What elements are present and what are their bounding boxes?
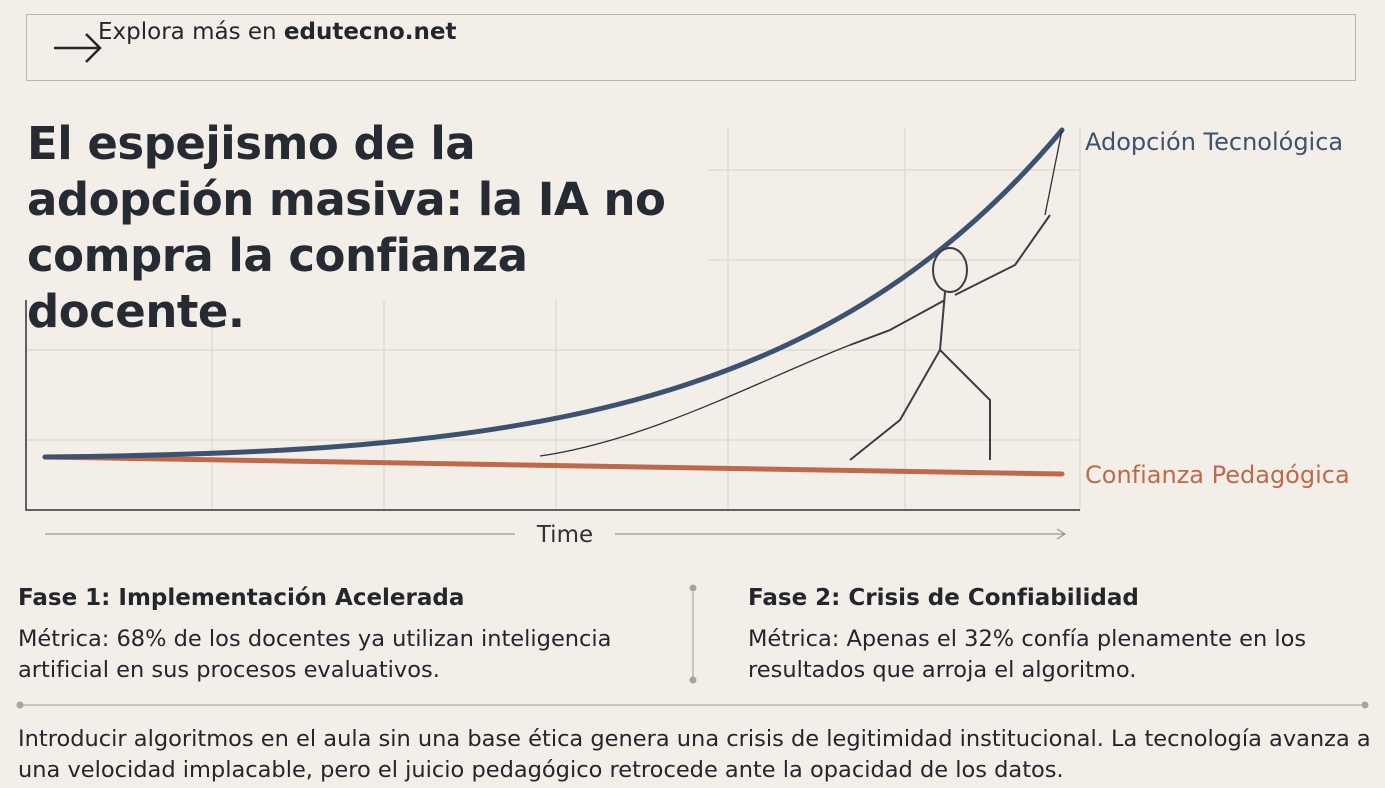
phase-text: Métrica: Apenas el 32% confía plenamente… bbox=[748, 624, 1368, 686]
metric-text: Apenas el 32% confía plenamente en los r… bbox=[748, 626, 1307, 683]
banner bbox=[26, 14, 1356, 81]
trust-curve bbox=[42, 454, 1065, 477]
title: El espejismo de la adopción masiva: la I… bbox=[27, 117, 666, 338]
divider-dot bbox=[689, 676, 697, 684]
figure bbox=[849, 214, 1051, 461]
rope bbox=[539, 129, 1063, 457]
x-axis-label: Time bbox=[536, 522, 593, 548]
footer-text: Introducir algoritmos en el aula sin una… bbox=[18, 726, 1371, 783]
banner-text: Explora más en edutecno.net bbox=[98, 19, 456, 45]
phase-title: Fase 2: Crisis de Confiabilidad bbox=[748, 585, 1139, 611]
banner-prefix: Explora más en bbox=[98, 19, 277, 45]
metric-text: 68% de los docentes ya utilizan intelige… bbox=[18, 626, 612, 683]
axes bbox=[25, 300, 1080, 511]
arrow-icon bbox=[54, 33, 102, 63]
banner-link[interactable]: edutecno.net bbox=[284, 19, 457, 45]
adoption-curve bbox=[42, 127, 1065, 460]
divider-dot bbox=[689, 584, 697, 592]
series-label: Adopción Tecnológica bbox=[1085, 128, 1343, 156]
metric-label: Métrica: bbox=[748, 626, 840, 652]
series-label: Confianza Pedagógica bbox=[1085, 461, 1350, 489]
time-axis-arrow bbox=[615, 528, 1067, 540]
divider-dot bbox=[1361, 701, 1369, 709]
divider-dot bbox=[16, 701, 24, 709]
phase-title: Fase 1: Implementación Acelerada bbox=[18, 585, 465, 611]
metric-label: Métrica: bbox=[18, 626, 110, 652]
banner-link-text: edutecno.net bbox=[283, 19, 457, 45]
grid bbox=[26, 128, 1081, 510]
phase-text: Métrica: 68% de los docentes ya utilizan… bbox=[18, 624, 678, 686]
